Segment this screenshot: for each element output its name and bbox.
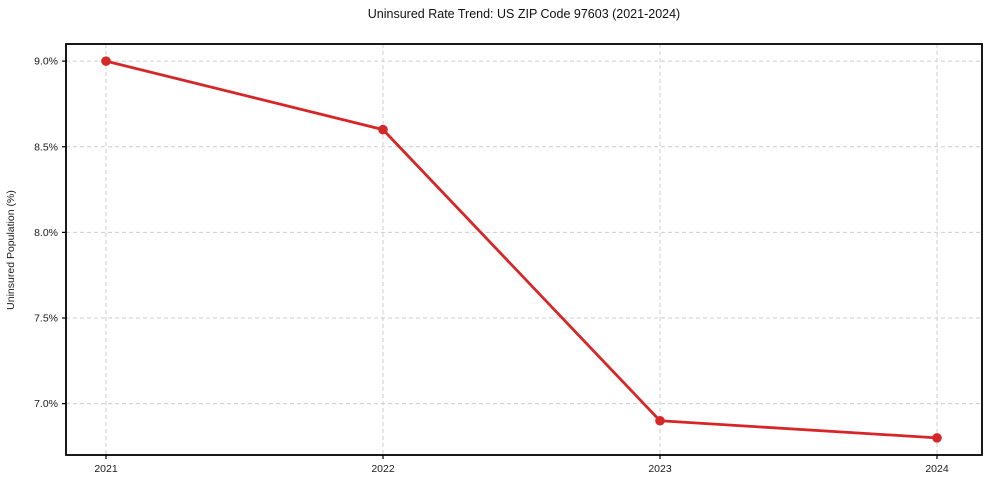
y-tick-label: 8.0% bbox=[34, 227, 58, 239]
data-layer bbox=[101, 56, 942, 443]
plot-border bbox=[65, 43, 983, 456]
axis-layer: 7.0% 7.5% 8.0% 8.5% 9.0% 2021 2022 2023 2024 bbox=[34, 43, 983, 475]
data-point bbox=[378, 124, 388, 135]
y-tick-label: 8.5% bbox=[34, 141, 58, 153]
x-tick-label: 2022 bbox=[371, 463, 395, 475]
x-tick-label: 2024 bbox=[925, 463, 949, 475]
y-axis-label: Uninsured Population (%) bbox=[5, 190, 17, 310]
x-tick-label: 2021 bbox=[94, 463, 118, 475]
data-point bbox=[655, 415, 665, 426]
y-tick-label: 9.0% bbox=[34, 56, 58, 68]
data-point bbox=[101, 56, 111, 66]
trend-line bbox=[104, 59, 939, 440]
y-tick-label: 7.0% bbox=[34, 398, 58, 410]
grid-layer bbox=[66, 44, 982, 455]
chart-title: Uninsured Rate Trend: US ZIP Code 97603 … bbox=[367, 7, 681, 21]
x-tick-label: 2023 bbox=[648, 463, 672, 475]
data-point bbox=[932, 433, 942, 443]
y-tick-label: 7.5% bbox=[34, 313, 58, 325]
